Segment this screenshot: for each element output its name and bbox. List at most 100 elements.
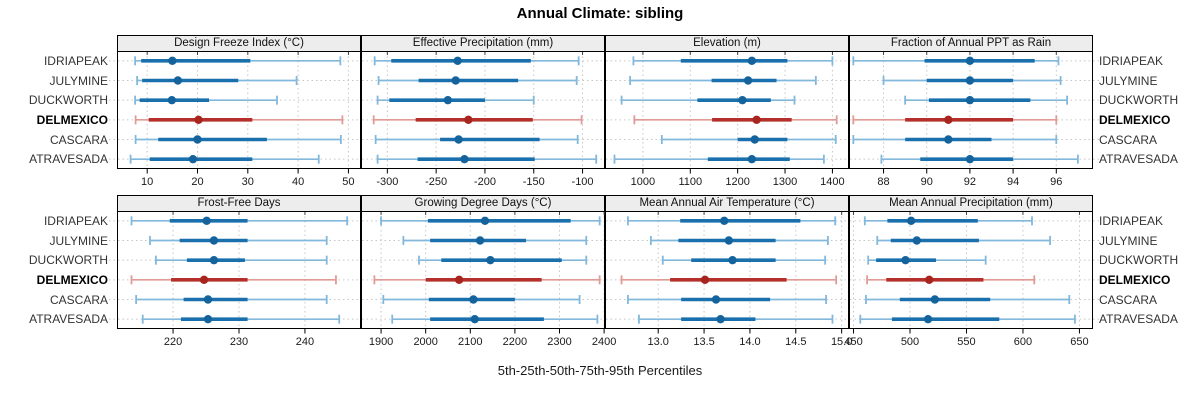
- panel-border: [605, 51, 849, 169]
- tick-label: 230: [230, 336, 248, 348]
- tick-label: 14.5: [785, 336, 806, 348]
- panel-fraction-of-annual-ppt-as-rain: Fraction of Annual PPT as Rain 88 90 92 94 96: [849, 35, 1099, 195]
- panel-elevation-m: Elevation (m) 1000 1100 1200 1300 1400: [605, 35, 849, 195]
- panel-plot: 1900 2000 2100 2200 2300 2400: [361, 211, 616, 348]
- panel-border: [117, 211, 361, 329]
- panel-effective-precipitation-mm: Effective Precipitation (mm) -300 -250 -200…: [361, 35, 605, 195]
- median-dot: [168, 56, 177, 66]
- median-dot: [475, 236, 485, 245]
- percentile-row-cascara: [660, 135, 837, 144]
- median-dot: [912, 236, 921, 245]
- median-dot: [443, 95, 453, 105]
- panel-plot: 88 90 92 94 96: [849, 51, 1099, 188]
- percentile-row-atravesada: [391, 314, 599, 324]
- median-dot: [906, 216, 916, 226]
- panel-plot: -300 -250 -200 -150 -100: [361, 51, 605, 188]
- site-label-left-delmexico: DELMEXICO: [36, 112, 108, 127]
- site-label-left-cascara: CASCARA: [49, 132, 108, 147]
- percentile-row-cascara: [627, 295, 827, 304]
- percentile-row-atravesada: [129, 154, 320, 164]
- median-dot: [720, 216, 729, 226]
- panel-border: [849, 211, 1093, 329]
- panel-plot: 220 230 240: [109, 211, 361, 348]
- panel-strip-title: Elevation (m): [605, 35, 849, 51]
- median-dot: [469, 295, 478, 304]
- tick-label: 1300: [773, 176, 797, 188]
- panel-strip-title: Effective Precipitation (mm): [361, 35, 605, 51]
- tick-label: 240: [296, 336, 314, 348]
- percentile-row-idriapeak: [852, 56, 1060, 66]
- tick-label: 13.0: [647, 336, 668, 348]
- percentile-row-idriapeak: [373, 56, 580, 66]
- percentile-row-duckworth: [376, 95, 535, 105]
- tick-label: 1100: [678, 176, 702, 188]
- panel-design-freeze-index-c: Design Freeze Index (°C) 10 20 30 40 50: [109, 35, 361, 195]
- percentile-row-cascara: [135, 295, 328, 304]
- panel-frost-free-days: Frost-Free Days 220 230 240: [109, 195, 361, 355]
- median-dot: [716, 314, 725, 324]
- tick-label: 20: [191, 176, 203, 188]
- median-dot: [470, 314, 479, 324]
- percentile-row-idriapeak: [627, 216, 837, 226]
- percentile-row-julymine: [377, 76, 578, 85]
- median-dot: [199, 275, 209, 285]
- site-label-right-idriapeak: IDRIAPEAK: [1099, 53, 1164, 68]
- tick-label: 15.0: [831, 336, 852, 348]
- site-label-left-atravesada: ATRAVESADA: [29, 312, 108, 327]
- tick-label: 92: [964, 176, 976, 188]
- median-dot: [453, 56, 462, 66]
- percentile-row-atravesada: [638, 314, 834, 324]
- panel-strip-title: Mean Annual Air Temperature (°C): [605, 195, 849, 211]
- tick-label: 13.5: [693, 336, 714, 348]
- percentile-row-delmexico: [130, 275, 337, 285]
- site-label-right-idriapeak: IDRIAPEAK: [1099, 213, 1164, 228]
- median-dot: [901, 255, 910, 265]
- median-dot: [454, 275, 464, 285]
- percentile-row-idriapeak: [632, 56, 834, 66]
- median-dot: [203, 295, 213, 304]
- percentile-row-delmexico: [620, 275, 838, 285]
- tick-label: 220: [164, 336, 182, 348]
- tick-label: 550: [957, 336, 975, 348]
- tick-label: 600: [1014, 336, 1032, 348]
- panel-strip-title: Design Freeze Index (°C): [117, 35, 361, 51]
- median-dot: [203, 314, 213, 324]
- panel-mean-annual-precipitation-mm: Mean Annual Precipitation (mm) 450 500 550 6…: [844, 195, 1099, 355]
- median-dot: [700, 275, 710, 285]
- percentile-row-duckworth: [661, 255, 827, 265]
- percentile-row-atravesada: [141, 314, 341, 324]
- site-label-left-duckworth: DUCKWORTH: [28, 253, 108, 268]
- percentiles-axis-caption: 5th-25th-50th-75th-95th Percentiles: [497, 363, 703, 378]
- tick-label: 1200: [725, 176, 749, 188]
- panel-border: [849, 51, 1093, 169]
- percentile-row-delmexico: [633, 115, 838, 125]
- median-dot: [965, 56, 975, 66]
- tick-label: 10: [141, 176, 153, 188]
- tick-label: 2400: [592, 336, 616, 348]
- panel-border: [605, 211, 849, 329]
- median-dot: [747, 154, 757, 164]
- tick-label: 2000: [413, 336, 437, 348]
- median-dot: [752, 115, 761, 125]
- median-dot: [925, 275, 934, 285]
- percentile-row-julymine: [136, 76, 298, 85]
- percentile-row-idriapeak: [130, 216, 349, 226]
- percentile-row-cascara: [134, 135, 342, 144]
- site-label-left-atravesada: ATRAVESADA: [29, 152, 108, 167]
- percentile-row-cascara: [382, 295, 581, 304]
- median-dot: [923, 314, 933, 324]
- tick-label: 2300: [547, 336, 571, 348]
- median-dot: [738, 95, 747, 105]
- tick-label: 2200: [503, 336, 527, 348]
- percentile-row-duckworth: [620, 95, 796, 105]
- percentile-row-atravesada: [376, 154, 598, 164]
- percentile-row-julymine: [149, 236, 328, 245]
- percentile-row-delmexico: [866, 275, 1036, 285]
- median-dot: [965, 154, 975, 164]
- median-dot: [193, 135, 202, 144]
- percentile-row-julymine: [649, 236, 829, 245]
- tick-label: 40: [292, 176, 304, 188]
- percentile-row-julymine: [876, 236, 1051, 245]
- panel-border: [117, 51, 361, 169]
